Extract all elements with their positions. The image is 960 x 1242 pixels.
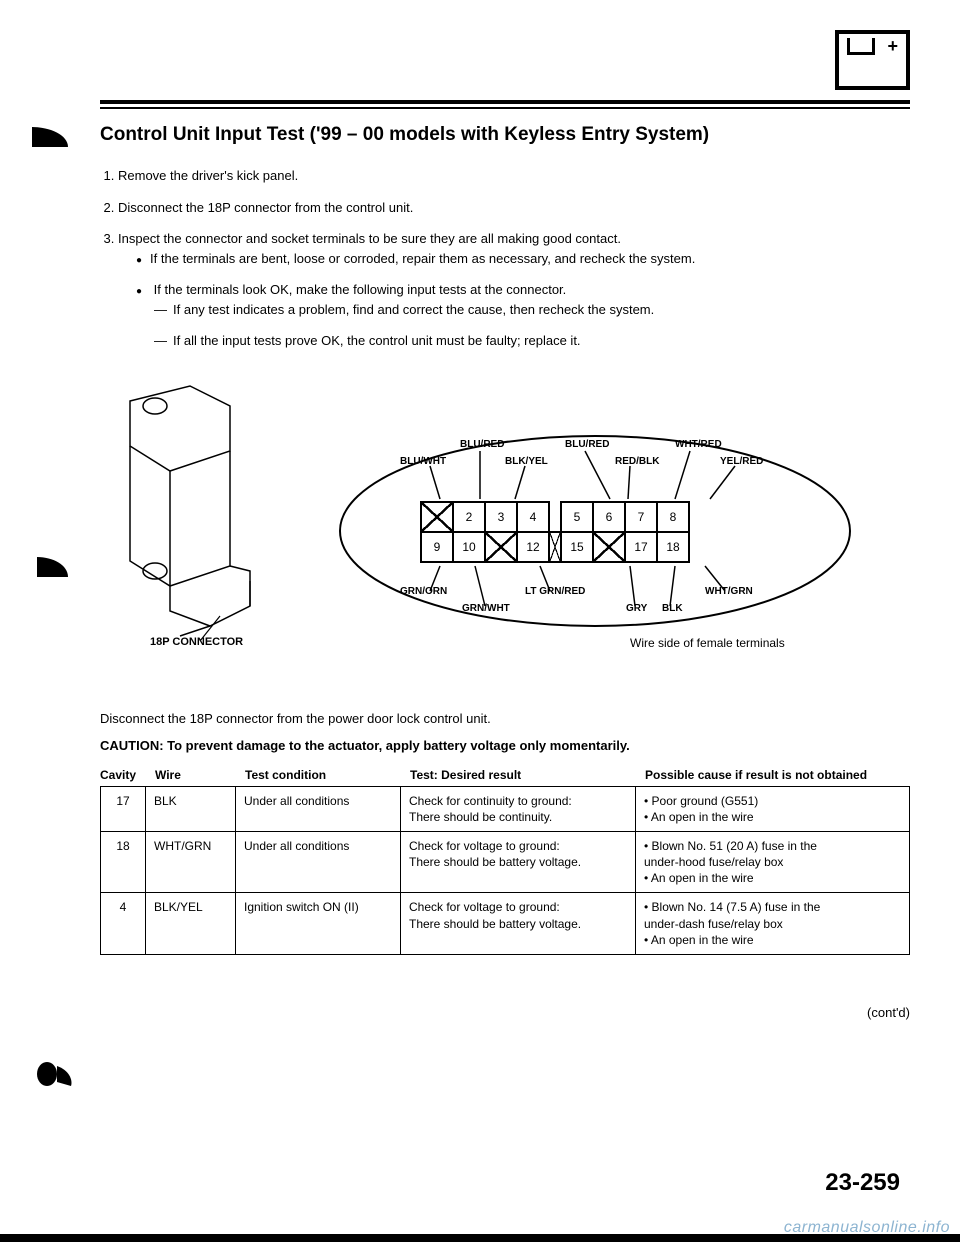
step-3-dash-2: If all the input tests prove OK, the con… <box>154 331 910 351</box>
connector-drawing <box>100 381 300 651</box>
pin-17: 17 <box>625 532 657 562</box>
cell: • Poor ground (G551) • An open in the wi… <box>636 786 910 831</box>
rule-thin <box>100 107 910 109</box>
th-cause: Possible cause if result is not obtained <box>645 768 910 782</box>
pin-2: 2 <box>453 502 485 532</box>
caution: CAUTION: To prevent damage to the actuat… <box>100 738 910 753</box>
step-3: Inspect the connector and socket termina… <box>118 229 910 351</box>
margin-mark-top <box>30 125 70 150</box>
disconnect-instruction: Disconnect the 18P connector from the po… <box>100 711 910 726</box>
label-blu-wht: BLU/WHT <box>400 456 446 467</box>
th-wire: Wire <box>155 768 245 782</box>
label-lt-grn-red: LT GRN/RED <box>525 586 585 597</box>
cell: Under all conditions <box>236 786 401 831</box>
cell: 4 <box>101 893 146 955</box>
cell: 18 <box>101 831 146 893</box>
bottom-bar <box>0 1234 960 1242</box>
label-wht-grn: WHT/GRN <box>705 586 753 597</box>
wire-caption: Wire side of female terminals <box>630 636 785 650</box>
table-row: 18WHT/GRNUnder all conditionsCheck for v… <box>101 831 910 893</box>
step-3-bullet-2-text: If the terminals look OK, make the follo… <box>154 282 567 297</box>
pin-7: 7 <box>625 502 657 532</box>
step-3-bullet-1: If the terminals are bent, loose or corr… <box>136 249 910 269</box>
contd: (cont'd) <box>100 1005 910 1020</box>
margin-mark-bottom <box>35 1060 75 1088</box>
pin-10: 10 <box>453 532 485 562</box>
label-gry: GRY <box>626 603 647 614</box>
table-headers: Cavity Wire Test condition Test: Desired… <box>100 768 910 782</box>
pin-16 <box>593 532 625 562</box>
diagram-area: 18P CONNECTOR BLU/WHT B <box>100 381 860 681</box>
cell: Check for continuity to ground: There sh… <box>401 786 636 831</box>
cell: Check for voltage to ground: There shoul… <box>401 893 636 955</box>
pin-8: 8 <box>657 502 689 532</box>
cell: BLK/YEL <box>146 893 236 955</box>
step-3-bullet-2: If the terminals look OK, make the follo… <box>136 280 910 351</box>
step-3-text: Inspect the connector and socket termina… <box>118 231 621 246</box>
step-2: Disconnect the 18P connector from the co… <box>118 198 910 218</box>
cell: WHT/GRN <box>146 831 236 893</box>
page-number: 23-259 <box>825 1169 900 1197</box>
table-row: 4BLK/YELIgnition switch ON (II)Check for… <box>101 893 910 955</box>
label-blu-red-2: BLU/RED <box>565 439 609 450</box>
page-title: Control Unit Input Test ('99 – 00 models… <box>100 124 910 146</box>
th-cavity: Cavity <box>100 768 155 782</box>
pin-5: 5 <box>561 502 593 532</box>
label-blk: BLK <box>662 603 683 614</box>
step-1: Remove the driver's kick panel. <box>118 166 910 186</box>
steps: Remove the driver's kick panel. Disconne… <box>100 166 910 351</box>
cell: BLK <box>146 786 236 831</box>
label-blu-red-1: BLU/RED <box>460 439 504 450</box>
pin-15: 15 <box>561 532 593 562</box>
battery-icon <box>835 30 910 90</box>
cell: Under all conditions <box>236 831 401 893</box>
step-3-dash-1: If any test indicates a problem, find an… <box>154 300 910 320</box>
pin-gap-2 <box>549 532 561 562</box>
connector-caption: 18P CONNECTOR <box>150 636 243 648</box>
pin-1 <box>421 502 453 532</box>
page-content: Control Unit Input Test ('99 – 00 models… <box>0 0 960 1040</box>
th-condition: Test condition <box>245 768 410 782</box>
label-wht-red: WHT/RED <box>675 439 722 450</box>
cell: • Blown No. 51 (20 A) fuse in the under-… <box>636 831 910 893</box>
test-table: 17BLKUnder all conditionsCheck for conti… <box>100 786 910 956</box>
pin-3: 3 <box>485 502 517 532</box>
pin-11 <box>485 532 517 562</box>
label-grn-orn: GRN/ORN <box>400 586 447 597</box>
label-blk-yel: BLK/YEL <box>505 456 548 467</box>
cell: • Blown No. 14 (7.5 A) fuse in the under… <box>636 893 910 955</box>
pin-6: 6 <box>593 502 625 532</box>
th-test: Test: Desired result <box>410 768 645 782</box>
rule-thick <box>100 100 910 104</box>
table-row: 17BLKUnder all conditionsCheck for conti… <box>101 786 910 831</box>
label-red-blk: RED/BLK <box>615 456 659 467</box>
cell: 17 <box>101 786 146 831</box>
pin-18: 18 <box>657 532 689 562</box>
label-grn-wht: GRN/WHT <box>462 603 510 614</box>
pin-9: 9 <box>421 532 453 562</box>
pin-4: 4 <box>517 502 549 532</box>
pin-gap-1 <box>549 502 561 532</box>
label-yel-red: YEL/RED <box>720 456 763 467</box>
pinout: BLU/WHT BLU/RED BLK/YEL BLU/RED RED/BLK … <box>330 411 860 631</box>
pin-table: 2 3 4 5 6 7 8 9 10 12 15 17 <box>420 501 690 563</box>
cell: Check for voltage to ground: There shoul… <box>401 831 636 893</box>
margin-mark-mid <box>35 555 70 580</box>
cell: Ignition switch ON (II) <box>236 893 401 955</box>
pin-12: 12 <box>517 532 549 562</box>
